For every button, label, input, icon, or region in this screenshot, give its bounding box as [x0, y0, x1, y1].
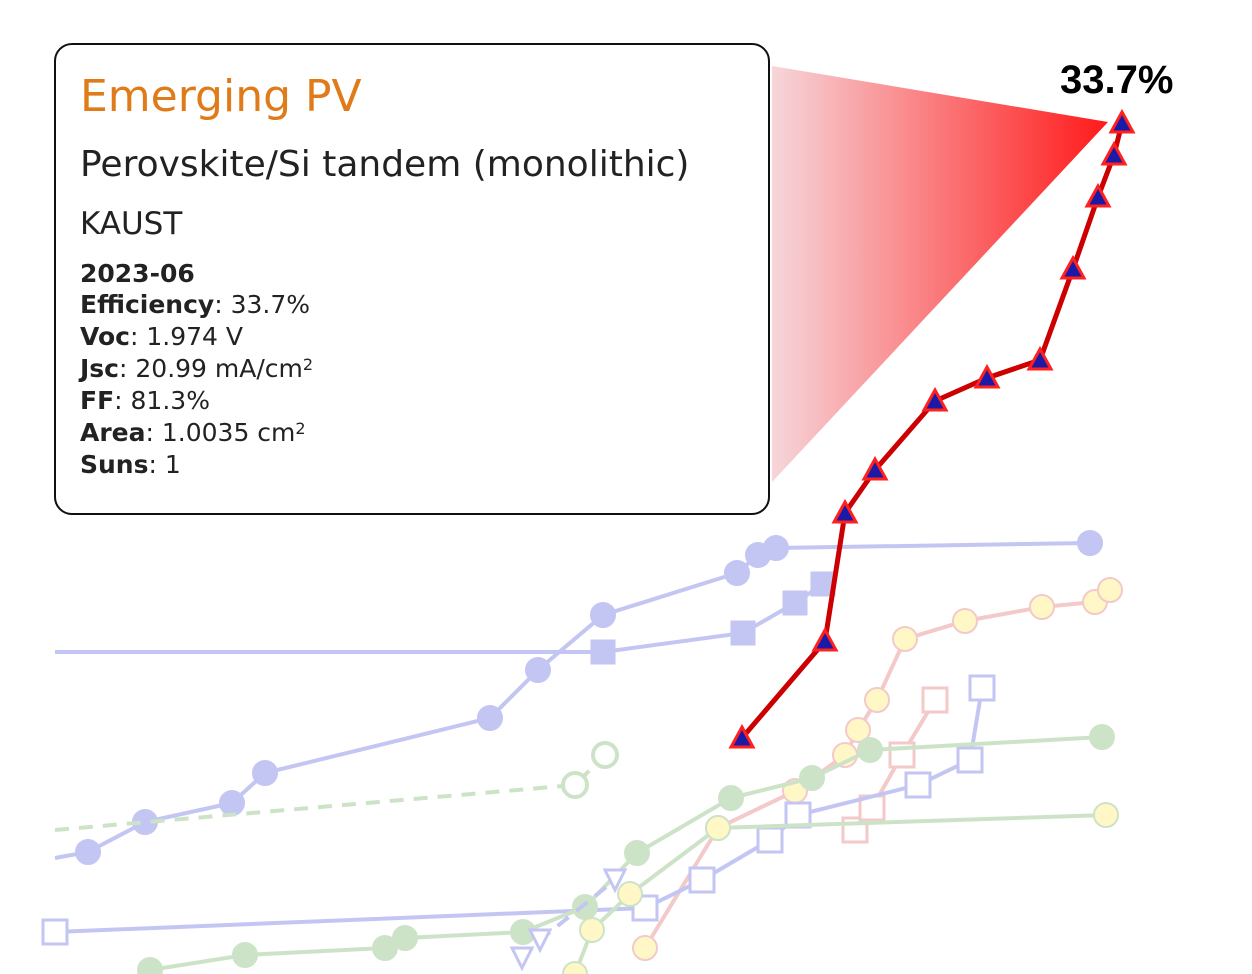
highlighted-data-point — [1026, 345, 1054, 371]
data-point — [602, 868, 628, 894]
data-point — [590, 639, 616, 665]
data-point — [705, 815, 731, 841]
highlighted-data-point — [973, 363, 1001, 389]
highlighted-data-point — [921, 386, 949, 412]
data-point — [782, 590, 808, 616]
background-series — [41, 674, 996, 946]
background-series — [509, 868, 628, 972]
highlighted-data-point — [728, 723, 756, 749]
data-point — [921, 686, 949, 714]
data-point-tooltip: Emerging PV Perovskite/Si tandem (monoli… — [54, 43, 770, 515]
data-point — [756, 826, 784, 854]
data-point — [590, 602, 616, 628]
data-point — [232, 942, 258, 968]
data-point — [1029, 594, 1055, 620]
data-point — [1077, 530, 1103, 556]
highlighted-data-point — [831, 498, 859, 524]
data-point — [509, 946, 535, 972]
data-point — [730, 620, 756, 646]
data-point — [1097, 577, 1123, 603]
data-point — [41, 918, 69, 946]
highlighted-data-point — [861, 455, 889, 481]
data-point — [718, 785, 744, 811]
tooltip-technology: Perovskite/Si tandem (monolithic) — [80, 144, 690, 185]
data-point — [562, 961, 588, 974]
data-point — [137, 957, 163, 974]
data-point — [763, 535, 789, 561]
data-point — [952, 608, 978, 634]
peak-value-label: 33.7% — [1060, 58, 1174, 102]
highlighted-data-point — [811, 626, 839, 652]
data-point — [845, 717, 871, 743]
series-line — [54, 753, 607, 832]
background-series — [632, 577, 1123, 961]
data-point — [561, 771, 589, 799]
tooltip-jsc: Jsc: 20.99 mA/cm2 — [80, 354, 314, 383]
tooltip-category: Emerging PV — [80, 71, 362, 122]
data-point — [75, 839, 101, 865]
data-point — [631, 894, 659, 922]
data-point — [956, 746, 984, 774]
highlighted-data-point — [1100, 140, 1128, 166]
data-point — [477, 705, 503, 731]
tooltip-efficiency: Efficiency: 33.7% — [80, 290, 311, 319]
highlighted-data-point — [1108, 108, 1136, 134]
data-point — [1089, 724, 1115, 750]
data-point — [219, 790, 245, 816]
background-series — [54, 741, 619, 832]
tooltip-area: Area: 1.0035 cm2 — [80, 418, 306, 447]
data-point — [1093, 802, 1119, 828]
tooltip-voc: Voc: 1.974 V — [80, 322, 243, 351]
data-point — [892, 626, 918, 652]
data-point — [857, 737, 883, 763]
data-point — [968, 674, 996, 702]
data-point — [572, 894, 598, 920]
tooltip-date: 2023-06 — [80, 259, 195, 288]
data-point — [864, 687, 890, 713]
tooltip-pointer — [772, 66, 1108, 482]
data-point — [252, 760, 278, 786]
data-point — [617, 881, 643, 907]
highlighted-data-point — [1084, 182, 1112, 208]
data-point — [799, 765, 825, 791]
data-point — [624, 840, 650, 866]
background-series — [562, 802, 1119, 974]
data-point — [525, 657, 551, 683]
data-point — [579, 917, 605, 943]
highlighted-data-point — [1059, 254, 1087, 280]
data-point — [904, 771, 932, 799]
data-point — [724, 560, 750, 586]
data-point — [688, 866, 716, 894]
background-series — [55, 571, 836, 665]
background-series — [137, 724, 1115, 974]
data-point — [392, 925, 418, 951]
data-point — [591, 741, 619, 769]
tooltip-institution: KAUST — [80, 206, 183, 242]
series-line — [55, 582, 825, 654]
tooltip-suns: Suns: 1 — [80, 450, 181, 479]
data-point — [527, 928, 553, 954]
series-line — [643, 588, 1112, 950]
tooltip-ff: FF: 81.3% — [80, 386, 210, 415]
data-point — [632, 935, 658, 961]
